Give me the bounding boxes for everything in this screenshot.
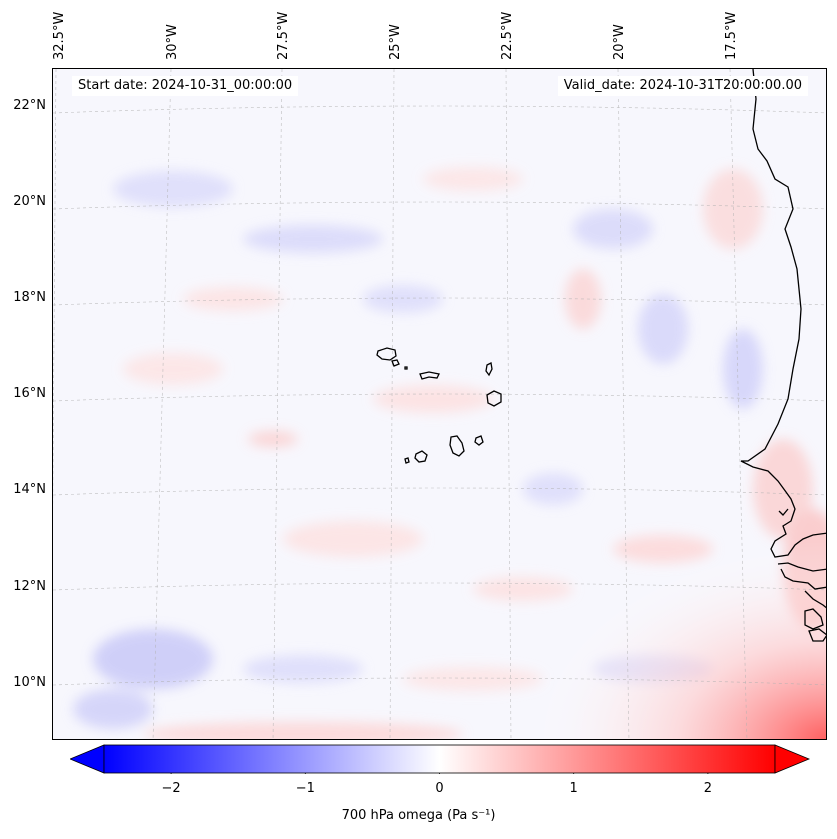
lat-label-10n: 10°N bbox=[13, 675, 46, 690]
colorbar-label: 700 hPa omega (Pa s⁻¹) bbox=[341, 808, 496, 823]
colorbar-extend-low bbox=[70, 744, 105, 774]
santo-antao-island bbox=[376, 347, 397, 361]
colorbar bbox=[70, 744, 810, 774]
african-coastline bbox=[740, 69, 826, 642]
colorbar-tick-label: 2 bbox=[703, 781, 713, 796]
colorbar-tick-label: −2 bbox=[161, 781, 181, 796]
colorbar-tickmarks bbox=[170, 773, 709, 774]
lon-label-27-5w: 27.5°W bbox=[276, 11, 291, 60]
santa-luzia-island bbox=[404, 366, 408, 370]
brava-island bbox=[404, 457, 410, 464]
colorbar-tick-label: 0 bbox=[435, 781, 444, 796]
lon-label-30w: 30°W bbox=[165, 24, 180, 60]
colorbar-tick-label: −1 bbox=[295, 781, 315, 796]
colorbar-gradient bbox=[103, 744, 776, 774]
lon-label-25w: 25°W bbox=[388, 24, 403, 60]
sao-nicolau-island bbox=[419, 371, 440, 380]
colorbar-tick-label: 1 bbox=[569, 781, 578, 796]
lon-label-32-5w: 32.5°W bbox=[52, 11, 67, 60]
lon-label-22-5w: 22.5°W bbox=[500, 11, 515, 60]
valid-date-label: Valid_date: 2024-10-31T20:00:00.00 bbox=[557, 76, 808, 96]
colorbar-extend-high bbox=[774, 744, 810, 774]
start-date-label: Start date: 2024-10-31_00:00:00 bbox=[72, 76, 299, 96]
omega-field bbox=[53, 69, 826, 739]
lon-label-20w: 20°W bbox=[612, 24, 627, 60]
map-panel bbox=[52, 68, 827, 740]
lat-label-12n: 12°N bbox=[13, 579, 46, 594]
sao-vicente-island bbox=[391, 359, 400, 367]
boa-vista-island bbox=[486, 390, 502, 407]
graticule bbox=[53, 69, 826, 739]
red-corner-shading bbox=[528, 541, 826, 739]
maio-island bbox=[474, 435, 484, 446]
lon-label-17-5w: 17.5°W bbox=[724, 11, 739, 60]
lat-label-14n: 14°N bbox=[13, 482, 46, 497]
santiago-island bbox=[449, 435, 465, 457]
fogo-island bbox=[414, 450, 428, 463]
cape-verde-islands bbox=[376, 347, 502, 464]
lat-label-20n: 20°N bbox=[13, 194, 46, 209]
sal-island bbox=[485, 362, 493, 377]
lat-label-18n: 18°N bbox=[13, 290, 46, 305]
lat-label-16n: 16°N bbox=[13, 386, 46, 401]
lat-label-22n: 22°N bbox=[13, 98, 46, 113]
